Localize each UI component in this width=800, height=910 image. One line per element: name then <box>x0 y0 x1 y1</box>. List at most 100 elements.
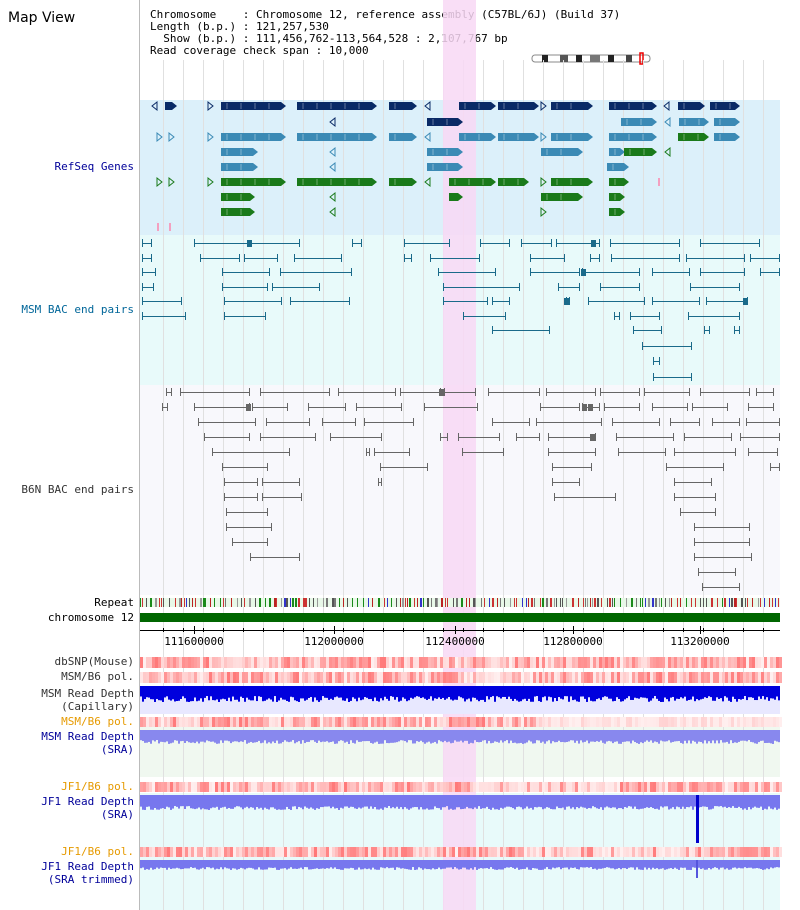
msm-depth-cap-bar <box>370 686 372 699</box>
jf1-pol-2-heat <box>626 847 629 857</box>
msm-depth-sra-bar <box>498 730 500 743</box>
track-label-msm-depth-cap: MSM Read Depth <box>41 687 134 700</box>
msm-depth-cap-bar <box>700 686 702 700</box>
msm-depth-cap-bar <box>436 686 438 699</box>
track-label-dbsnp: dbSNP(Mouse) <box>54 655 134 668</box>
msm-depth-cap-bar <box>470 686 472 702</box>
jf1-depth-bar <box>394 795 396 809</box>
msm-depth-sra-bar <box>506 730 508 741</box>
jf1-pol-heat <box>215 782 218 792</box>
dbsnp-heat <box>644 657 647 668</box>
msm-b6-pol-2-heat <box>500 717 503 727</box>
msm-depth-cap-bar <box>638 686 640 699</box>
jf1-pol-heat <box>347 782 350 792</box>
msm-b6-pol-heat <box>155 672 158 683</box>
jf1-depth-bar <box>286 795 288 807</box>
jf1-trim-bar <box>276 860 278 870</box>
jf1-trim-bar <box>474 860 476 868</box>
dbsnp-heat <box>167 657 170 668</box>
msm-b6-pol-2-heat <box>752 717 755 727</box>
gene <box>389 102 412 110</box>
msm-depth-sra-bar <box>344 730 346 743</box>
msm-b6-pol-heat <box>461 672 464 683</box>
jf1-depth-bar <box>778 795 780 809</box>
jf1-trim-bar <box>508 860 510 868</box>
jf1-depth-bar <box>570 795 572 809</box>
jf1-pol-2-heat <box>191 847 194 857</box>
strand-marker <box>540 131 547 143</box>
jf1-pol-heat <box>578 782 581 792</box>
msm-depth-sra-bar <box>774 730 776 741</box>
msm-depth-cap-bar <box>568 686 570 702</box>
jf1-trim-bar <box>662 860 664 869</box>
msm-depth-cap-bar <box>234 686 236 700</box>
msm-depth-cap-bar <box>706 686 708 699</box>
msm-b6-pol-heat <box>251 672 254 683</box>
msm-depth-sra-bar <box>450 730 452 744</box>
jf1-pol-heat <box>521 782 524 792</box>
msm-b6-pol-heat <box>281 672 284 683</box>
jf1-depth-bar <box>620 795 622 809</box>
jf1-pol-2-heat <box>767 847 770 857</box>
jf1-depth-bar <box>378 795 380 810</box>
dbsnp-heat <box>224 657 227 668</box>
jf1-depth-bar <box>382 795 384 810</box>
jf1-trim-bar <box>654 860 656 869</box>
jf1-pol-2-heat <box>245 847 248 857</box>
msm-depth-sra-bar <box>248 730 250 743</box>
dbsnp-heat <box>491 657 494 668</box>
dbsnp-heat <box>539 657 542 668</box>
jf1-pol-heat <box>527 782 530 792</box>
jf1-pol-heat <box>719 782 722 792</box>
jf1-trim-bar <box>196 860 198 870</box>
repeat-element <box>566 598 567 607</box>
jf1-depth-bar <box>502 795 504 809</box>
msm-depth-sra-bar <box>160 730 162 742</box>
repeat-element <box>700 598 701 607</box>
jf1-pol-heat <box>746 782 749 792</box>
jf1-pol-heat <box>281 782 284 792</box>
jf1-pol-2-heat <box>503 847 506 857</box>
jf1-pol-2-heat <box>392 847 395 857</box>
dbsnp-heat <box>599 657 602 668</box>
jf1-depth-bar <box>756 795 758 808</box>
jf1-depth-bar <box>512 795 514 809</box>
msm-depth-sra-bar <box>558 730 560 741</box>
msm-b6-pol-2-heat <box>548 717 551 727</box>
jf1-trim-bar <box>320 860 322 869</box>
msm-depth-cap-bar <box>418 686 420 697</box>
msm-depth-cap-bar <box>778 686 780 701</box>
msm-b6-pol-heat <box>167 672 170 683</box>
jf1-trim-bar <box>704 860 706 870</box>
jf1-pol-heat <box>212 782 215 792</box>
msm-bac-end-marker <box>743 298 748 305</box>
jf1-pol-2-heat <box>215 847 218 857</box>
dbsnp-heat <box>596 657 599 668</box>
msm-depth-sra-bar <box>496 730 498 742</box>
msm-depth-sra-bar <box>470 730 472 743</box>
msm-depth-sra-bar <box>296 730 298 743</box>
jf1-pol-heat <box>740 782 743 792</box>
repeat-element <box>461 598 463 607</box>
jf1-pol-2-heat <box>350 847 353 857</box>
jf1-pol-2-heat <box>338 847 341 857</box>
jf1-pol-heat <box>767 782 770 792</box>
msm-depth-cap-bar <box>378 686 380 702</box>
jf1-pol-heat <box>293 782 296 792</box>
msm-b6-pol-2-heat <box>251 717 254 727</box>
jf1-pol-2-heat <box>335 847 338 857</box>
dbsnp-heat <box>740 657 743 668</box>
chromosome-ideogram[interactable] <box>530 52 655 66</box>
jf1-pol-heat <box>431 782 434 792</box>
msm-depth-cap-bar <box>352 686 354 698</box>
dbsnp-heat <box>716 657 719 668</box>
msm-depth-cap-bar <box>698 686 700 701</box>
jf1-pol-2-heat <box>278 847 281 857</box>
msm-depth-cap-bar <box>282 686 284 700</box>
msm-depth-cap-bar <box>754 686 756 701</box>
msm-depth-sra-bar <box>480 730 482 742</box>
strand-marker <box>540 176 547 188</box>
msm-depth-cap-bar <box>464 686 466 702</box>
dbsnp-heat <box>731 657 734 668</box>
